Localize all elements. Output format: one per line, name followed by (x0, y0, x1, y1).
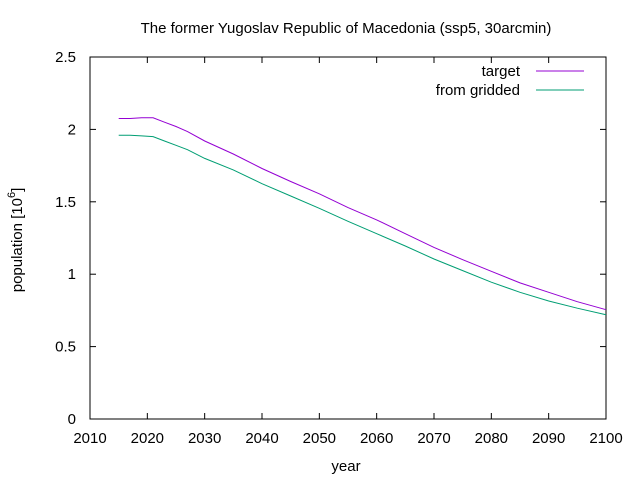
legend-label-target: target (482, 63, 521, 80)
chart-title: The former Yugoslav Republic of Macedoni… (141, 20, 552, 37)
y-tick-label: 2.5 (55, 49, 76, 66)
x-tick-label: 2080 (475, 430, 508, 447)
y-tick-label: 0 (68, 411, 76, 428)
series-layer (118, 117, 607, 316)
y-axis-label-exponent: 6 (6, 192, 18, 198)
x-axis-label: year (331, 458, 360, 475)
series-line-target (118, 117, 607, 311)
x-tick-label: 2090 (532, 430, 565, 447)
x-tick-label: 2040 (245, 430, 278, 447)
legend-label-from-gridded: from gridded (436, 82, 520, 99)
x-tick-label: 2070 (417, 430, 450, 447)
axis-ticks: 2010 2020 2030 2040 2050 2060 2070 2080 2090 2100… (55, 49, 623, 447)
y-axis-label: population [106] (6, 188, 26, 293)
x-tick-label: 2020 (131, 430, 164, 447)
plot-area (89, 56, 607, 420)
y-tick-label: 1 (68, 266, 76, 283)
series-line-from-gridded (118, 134, 607, 316)
x-tick-label: 2100 (589, 430, 622, 447)
legend: target from gridded (436, 63, 584, 99)
x-tick-label: 2050 (303, 430, 336, 447)
y-tick-label: 2 (68, 121, 76, 138)
x-tick-label: 2010 (73, 430, 106, 447)
plot-border (89, 56, 607, 420)
x-tick-label: 2030 (188, 430, 221, 447)
y-axis-label-close: ] (9, 188, 26, 192)
x-tick-label: 2060 (360, 430, 393, 447)
y-axis-label-text: population [10 (9, 198, 26, 292)
y-tick-label: 1.5 (55, 194, 76, 211)
y-tick-label: 0.5 (55, 339, 76, 356)
